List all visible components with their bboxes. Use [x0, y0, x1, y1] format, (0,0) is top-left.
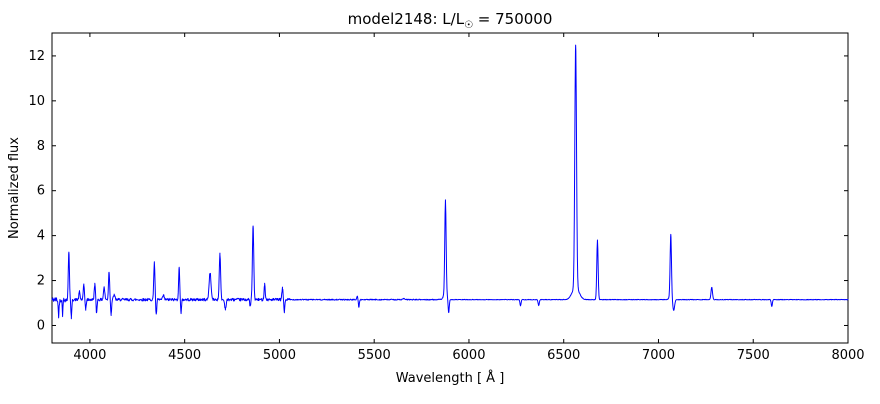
y-tick-label: 2 [37, 274, 45, 289]
y-tick-label: 8 [37, 139, 45, 154]
y-axis-label: Normalized flux [7, 137, 22, 239]
y-tick-label: 10 [28, 94, 45, 109]
y-tick-label: 12 [28, 49, 45, 64]
x-tick-label: 5000 [263, 348, 296, 363]
plot-frame [51, 32, 849, 344]
plot-title: model2148: L/L☉ = 750000 [348, 10, 553, 31]
x-tick-label: 6000 [452, 348, 485, 363]
x-tick-label: 8000 [831, 348, 864, 363]
x-tick-label: 5500 [358, 348, 391, 363]
spectrum-line [51, 44, 849, 320]
axis-ticks: 4000 4500 5000 5500 6000 6500 7000 7500 8000 0 2 4 6… [28, 33, 865, 363]
sun-symbol-subscript: ☉ [464, 20, 473, 31]
x-tick-label: 7000 [642, 348, 675, 363]
y-tick-label: 0 [37, 318, 45, 333]
x-tick-label: 6500 [547, 348, 580, 363]
title-prefix: model2148: L/L [348, 10, 465, 28]
x-tick-label: 4500 [168, 348, 201, 363]
title-suffix: = 750000 [473, 10, 552, 28]
y-tick-label: 4 [37, 229, 45, 244]
y-tick-label: 6 [37, 184, 45, 199]
x-axis-label: Wavelength [ Å ] [396, 370, 505, 386]
x-tick-label: 4000 [73, 348, 106, 363]
x-tick-label: 7500 [737, 348, 770, 363]
